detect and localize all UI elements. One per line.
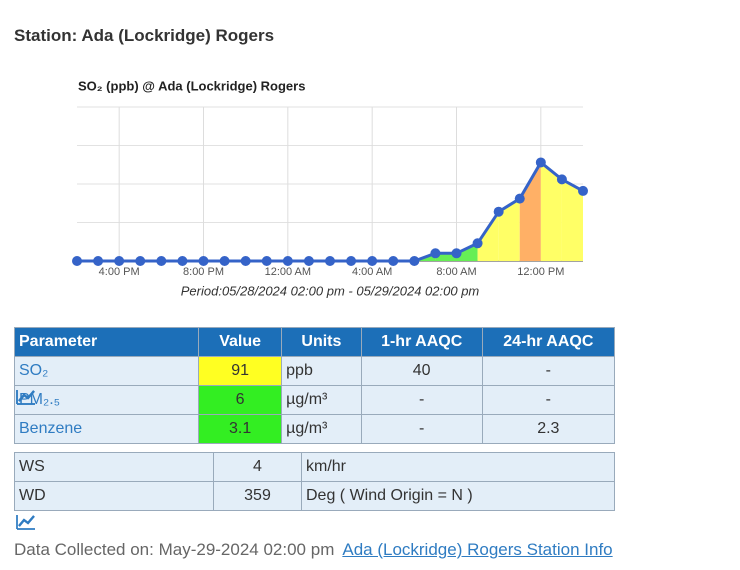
parameter-cell: Benzene <box>13 389 200 444</box>
units-cell: µg/m³ <box>281 385 362 415</box>
data-point <box>240 256 251 266</box>
x-tick-label: 12:00 PM <box>517 266 564 278</box>
parameter-cell: PM₂.₅ <box>13 385 200 415</box>
area-segment <box>498 198 520 261</box>
data-point <box>198 256 209 266</box>
station-title: Station: Ada (Lockridge) Rogers <box>14 26 275 45</box>
parameter-name[interactable]: Benzene <box>19 420 83 437</box>
data-point <box>430 248 441 259</box>
units-cell: ppb <box>281 356 362 386</box>
data-point <box>388 256 399 266</box>
parameter-cell: WD <box>14 481 214 530</box>
area-segment <box>435 253 457 261</box>
data-point <box>556 174 567 185</box>
parameter-name: WS <box>19 458 45 475</box>
header-row: Parameter Value Units 1-hr AAQC 24-hr AAQC <box>13 327 616 357</box>
units-cell: µg/m³ <box>281 414 362 444</box>
met-table: WS 4 km/hr WD 359 Deg ( Wind Origin = N ) <box>14 452 615 530</box>
met-row: WS 4 km/hr <box>14 452 615 530</box>
data-point <box>367 256 378 266</box>
data-point <box>472 238 483 249</box>
collected-text: Data Collected on: May-29-2024 02:00 pm <box>14 540 335 559</box>
column-header: Parameter <box>13 327 200 357</box>
units-cell: km/hr <box>301 452 615 482</box>
x-tick-label: 12:00 AM <box>265 266 311 278</box>
column-header: Value <box>198 327 283 357</box>
data-point <box>93 256 104 266</box>
x-tick-label: 4:00 PM <box>99 266 140 278</box>
aaqc-24hr-cell: - <box>481 356 616 386</box>
parameter-name[interactable]: SO₂ <box>19 362 49 379</box>
column-header: 1-hr AAQC <box>360 327 483 357</box>
area-segment <box>477 211 499 261</box>
data-point <box>114 256 125 266</box>
data-point <box>535 157 546 168</box>
parameter-table: Parameter Value Units 1-hr AAQC 24-hr AAQC SO… <box>13 327 616 444</box>
trend-icon[interactable] <box>15 513 37 531</box>
area-segment <box>519 162 541 261</box>
trend-icon[interactable] <box>15 388 37 406</box>
aaqc-1hr-cell: - <box>360 385 483 415</box>
met-row: WD 359 Deg ( Wind Origin = N ) <box>14 481 615 530</box>
aaqc-24hr-cell: 2.3 <box>481 414 616 444</box>
data-point <box>303 256 314 266</box>
units-cell: Deg ( Wind Origin = N ) <box>301 481 615 511</box>
value-cell: 91 <box>198 356 283 386</box>
parameter-row: Benzene 3.1 µg/m³ -2.3 <box>13 389 616 444</box>
column-header: Units <box>281 327 362 357</box>
data-point <box>219 256 230 266</box>
data-point <box>135 256 146 266</box>
value-cell: 4 <box>213 452 302 482</box>
data-point <box>493 206 504 217</box>
data-point <box>177 256 188 266</box>
chart-title: SO₂ (ppb) @ Ada (Lockridge) Rogers <box>78 78 305 93</box>
x-tick-label: 8:00 AM <box>436 266 476 278</box>
value-cell: 6 <box>198 385 283 415</box>
chart-subtitle: Period:05/28/2024 02:00 pm - 05/29/2024 … <box>181 283 480 298</box>
data-point <box>514 193 525 204</box>
value-cell: 359 <box>213 481 302 511</box>
column-header: 24-hr AAQC <box>481 327 616 357</box>
x-tick-label: 8:00 PM <box>183 266 224 278</box>
data-point <box>451 248 462 259</box>
data-point <box>282 256 293 266</box>
x-tick-label: 4:00 AM <box>352 266 392 278</box>
area-segment <box>456 243 478 261</box>
data-point <box>72 256 82 266</box>
footer: Data Collected on: May-29-2024 02:00 pm A… <box>14 540 613 560</box>
aaqc-24hr-cell: - <box>481 385 616 415</box>
parameter-row: SO₂ 91 ppb 40- <box>13 356 616 405</box>
station-info-link[interactable]: Ada (Lockridge) Rogers Station Info <box>342 540 613 559</box>
parameter-name: WD <box>19 487 46 504</box>
aaqc-1hr-cell: 40 <box>360 356 483 386</box>
data-point <box>409 256 420 266</box>
value-cell: 3.1 <box>198 414 283 444</box>
chart: SO₂ (ppb) @ Ada (Lockridge) Rogers Perio… <box>72 78 588 298</box>
data-point <box>156 256 167 266</box>
parameter-cell: WS <box>14 452 214 530</box>
data-point <box>346 256 357 266</box>
data-point <box>261 256 272 266</box>
parameter-cell: SO₂ <box>13 356 200 405</box>
data-point <box>578 185 588 196</box>
area-segment <box>561 179 583 261</box>
aaqc-1hr-cell: - <box>360 414 483 444</box>
data-point <box>325 256 335 266</box>
area-segment <box>540 162 562 261</box>
parameter-row: PM₂.₅ 6 µg/m³ - - <box>13 385 616 415</box>
